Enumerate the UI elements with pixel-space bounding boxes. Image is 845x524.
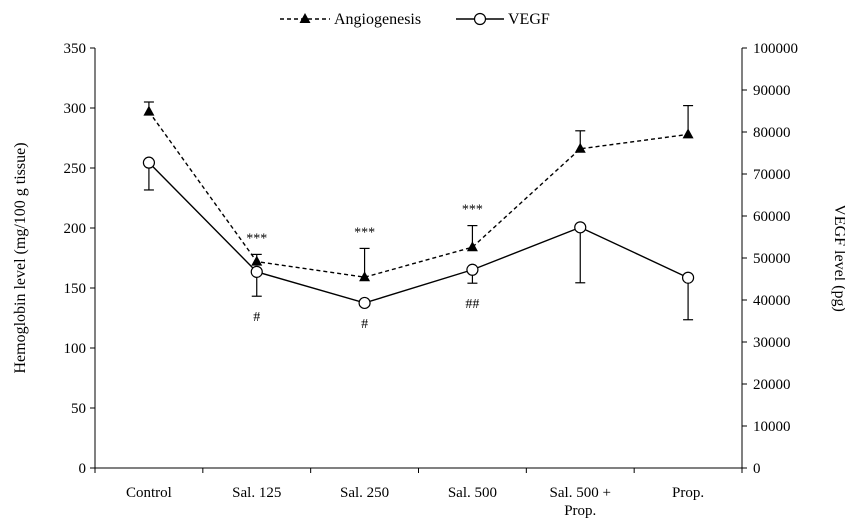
data-point-angiogenesis bbox=[251, 255, 263, 266]
significance-marker: # bbox=[361, 317, 368, 332]
right-y-tick-label: 0 bbox=[753, 461, 761, 477]
data-point-vegf bbox=[574, 221, 587, 234]
series-line-angiogenesis bbox=[148, 111, 689, 278]
right-y-tick-label: 100000 bbox=[753, 41, 798, 57]
x-tick-label: Prop. bbox=[672, 485, 704, 501]
significance-marker: *** bbox=[462, 203, 483, 218]
x-tick-label: Sal. 500 + Prop. bbox=[550, 485, 611, 519]
right-y-tick-label: 30000 bbox=[753, 335, 791, 351]
significance-marker: *** bbox=[354, 225, 375, 240]
data-point-vegf bbox=[681, 271, 695, 284]
right-y-axis-title: VEGF level (pg) bbox=[831, 204, 845, 312]
data-point-angiogenesis bbox=[574, 142, 586, 153]
x-tick-label-line: Sal. 500 + bbox=[550, 485, 611, 501]
data-point-vegf bbox=[358, 296, 371, 310]
right-y-tick-label: 10000 bbox=[753, 419, 791, 435]
significance-marker: # bbox=[253, 310, 260, 325]
left-y-tick-label: 50 bbox=[71, 401, 86, 417]
x-tick-label: Sal. 250 bbox=[340, 485, 389, 501]
right-y-tick-label: 50000 bbox=[753, 251, 791, 267]
legend-marker-angiogenesis bbox=[299, 13, 311, 23]
right-y-tick-label: 40000 bbox=[753, 293, 791, 309]
data-point-angiogenesis bbox=[466, 241, 478, 252]
x-tick-label: Sal. 500 bbox=[448, 485, 497, 501]
legend-label-vegf: VEGF bbox=[508, 11, 550, 28]
x-tick-label-line: Control bbox=[126, 485, 172, 501]
x-tick-label-line: Prop. bbox=[672, 485, 704, 501]
right-y-tick-label: 60000 bbox=[753, 209, 791, 225]
left-y-tick-label: 250 bbox=[64, 161, 87, 177]
x-tick-label-line: Sal. 250 bbox=[340, 485, 389, 501]
left-y-tick-label: 300 bbox=[64, 101, 87, 117]
significance-marker: ## bbox=[465, 297, 479, 312]
left-y-tick-label: 200 bbox=[64, 221, 87, 237]
data-point-vegf bbox=[466, 263, 479, 276]
data-point-vegf bbox=[142, 156, 156, 169]
right-y-tick-label: 90000 bbox=[753, 83, 791, 99]
left-y-tick-label: 150 bbox=[64, 281, 87, 297]
data-point-angiogenesis bbox=[143, 105, 155, 116]
data-point-vegf bbox=[250, 265, 263, 278]
x-tick-label-line: Sal. 500 bbox=[448, 485, 497, 501]
right-y-tick-label: 70000 bbox=[753, 167, 791, 183]
right-y-tick-label: 20000 bbox=[753, 377, 791, 393]
x-tick-label: Control bbox=[126, 485, 172, 501]
left-y-tick-label: 0 bbox=[79, 461, 87, 477]
data-point-angiogenesis bbox=[682, 128, 694, 139]
left-y-tick-label: 100 bbox=[64, 341, 87, 357]
right-y-tick-label: 80000 bbox=[753, 125, 791, 141]
x-tick-label: Sal. 125 bbox=[232, 485, 281, 501]
left-y-axis-title: Hemoglobin level (mg/100 g tissue) bbox=[12, 142, 29, 373]
legend-label-angiogenesis: Angiogenesis bbox=[334, 11, 421, 28]
significance-marker: *** bbox=[246, 231, 267, 246]
data-point-angiogenesis bbox=[359, 271, 371, 282]
x-tick-label-line: Sal. 125 bbox=[232, 485, 281, 501]
left-y-tick-label: 350 bbox=[64, 41, 87, 57]
x-tick-label-line: Prop. bbox=[564, 503, 596, 519]
legend-marker-vegf bbox=[473, 12, 487, 26]
series-line-vegf bbox=[148, 162, 689, 304]
